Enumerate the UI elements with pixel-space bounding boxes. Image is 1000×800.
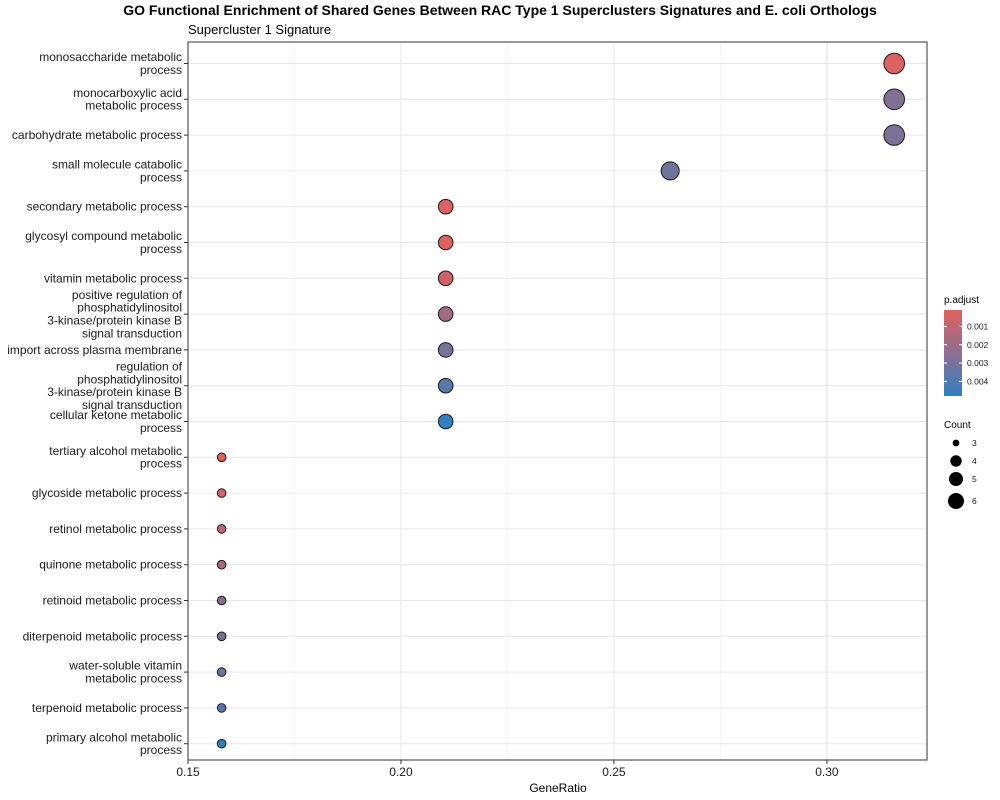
category-label: metabolic process <box>85 99 182 113</box>
category-label: carbohydrate metabolic process <box>12 128 182 142</box>
category-label: 3-kinase/protein kinase B <box>47 385 182 399</box>
chart-subtitle: Supercluster 1 Signature <box>188 22 331 37</box>
category-label: water-soluble vitamin <box>68 659 182 673</box>
y-axis: monosaccharide metabolicprocessmonocarbo… <box>7 50 188 757</box>
data-point <box>216 488 227 498</box>
x-tick-label: 0.15 <box>176 765 200 779</box>
category-label: glycoside metabolic process <box>32 486 182 500</box>
x-tick-label: 0.25 <box>602 765 626 779</box>
plot-panel <box>187 41 928 761</box>
category-label: primary alcohol metabolic <box>46 730 182 744</box>
chart-title: GO Functional Enrichment of Shared Genes… <box>123 2 877 18</box>
category-label: small molecule catabolic <box>52 158 182 172</box>
data-point <box>883 88 906 111</box>
category-label: vitamin metabolic process <box>44 271 182 285</box>
data-point <box>216 703 227 713</box>
count-legend-label: 4 <box>972 456 977 466</box>
category-label: signal transduction <box>82 398 182 412</box>
category-label: secondary metabolic process <box>27 200 182 214</box>
x-tick-label: 0.20 <box>389 765 413 779</box>
colorbar-tick-label: 0.003 <box>967 358 989 368</box>
category-label: signal transduction <box>82 326 182 340</box>
colorbar-tick-label: 0.002 <box>967 340 989 350</box>
data-point <box>216 738 227 749</box>
category-label: retinoid metabolic process <box>43 594 182 608</box>
category-label: monocarboxylic acid <box>73 86 182 100</box>
data-point <box>216 524 227 534</box>
panel-border <box>187 41 928 761</box>
data-point <box>216 452 227 463</box>
category-label: retinol metabolic process <box>49 522 182 536</box>
colorbar-tick-label: 0.004 <box>967 376 989 386</box>
category-label: glycosyl compound metabolic <box>25 229 182 243</box>
data-point <box>216 595 227 606</box>
data-point <box>437 234 454 251</box>
category-label: import across plasma membrane <box>7 343 182 357</box>
count-legend-title: Count <box>944 420 971 431</box>
category-label: phosphatidylinositol <box>77 301 182 315</box>
panel-background <box>188 42 927 760</box>
data-point <box>437 377 454 394</box>
count-legend-label: 3 <box>972 438 977 448</box>
category-label: regulation of <box>116 360 183 374</box>
category-label: quinone metabolic process <box>39 558 182 572</box>
category-label: metabolic process <box>85 672 182 686</box>
data-point <box>660 161 680 181</box>
data-point <box>216 667 227 677</box>
category-label: cellular ketone metabolic <box>50 408 182 422</box>
count-legend-key <box>948 471 964 487</box>
data-points <box>216 52 906 749</box>
category-label: process <box>140 457 182 471</box>
category-label: 3-kinase/protein kinase B <box>47 314 182 328</box>
category-label: phosphatidylinositol <box>77 372 182 386</box>
x-axis: 0.15 0.20 0.25 0.30 <box>176 760 839 779</box>
data-point <box>437 306 454 322</box>
p-adjust-legend-title: p.adjust <box>944 295 979 306</box>
x-axis-title: GeneRatio <box>529 781 587 795</box>
count-legend-key <box>952 439 960 447</box>
category-label: diterpenoid metabolic process <box>23 629 182 643</box>
data-point <box>437 413 454 430</box>
p-adjust-legend: p.adjust 0.001 0.002 0.003 0.004 <box>944 295 989 396</box>
data-point <box>883 52 906 75</box>
data-point <box>216 559 227 570</box>
count-legend-key <box>947 492 965 510</box>
category-label: monosaccharide metabolic <box>39 50 182 64</box>
category-label: terpenoid metabolic process <box>32 701 182 715</box>
data-point <box>883 124 906 146</box>
x-tick-label: 0.30 <box>815 765 839 779</box>
data-point <box>437 198 454 215</box>
category-label: process <box>140 63 182 77</box>
count-legend-key <box>950 455 962 467</box>
data-point <box>437 270 454 287</box>
count-legend-label: 5 <box>972 474 977 484</box>
data-point <box>437 342 454 358</box>
category-label: positive regulation of <box>72 288 183 302</box>
count-legend-label: 6 <box>972 496 977 506</box>
category-label: process <box>140 421 182 435</box>
data-point <box>216 631 227 642</box>
category-label: process <box>140 242 182 256</box>
colorbar-tick-label: 0.001 <box>967 321 989 331</box>
p-adjust-colorbar <box>944 310 962 396</box>
category-label: process <box>140 743 182 757</box>
category-label: process <box>140 170 182 184</box>
category-label: tertiary alcohol metabolic <box>49 444 182 458</box>
